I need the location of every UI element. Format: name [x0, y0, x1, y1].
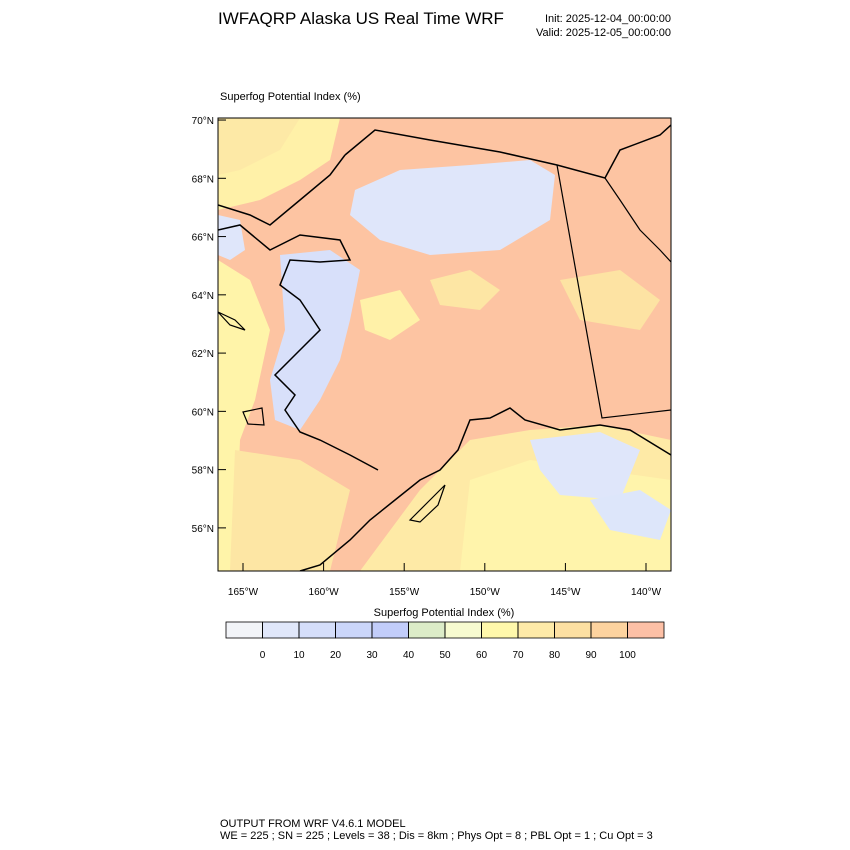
lat-tick-label: 66°N: [192, 233, 214, 244]
map-field: [218, 118, 671, 571]
lon-tick-label: 165°W: [228, 587, 259, 598]
colorbar-label: 50: [439, 650, 451, 661]
footer-line: WE = 225 ; SN = 225 ; Levels = 38 ; Dis …: [220, 830, 653, 842]
colorbar-box: [335, 621, 373, 639]
lat-tick-label: 62°N: [192, 349, 214, 360]
colorbar-label: 20: [330, 650, 342, 661]
colorbar-box: [627, 621, 665, 639]
lat-tick-label: 70°N: [192, 116, 214, 127]
colorbar-title: Superfog Potential Index (%): [374, 607, 515, 619]
colorbar-box: [262, 621, 300, 639]
colorbar-box: [225, 621, 263, 639]
map-label: Superfog Potential Index (%): [220, 91, 361, 103]
colorbar-label: 60: [476, 650, 488, 661]
map-frame: [217, 117, 672, 572]
lon-tick-label: 155°W: [389, 587, 420, 598]
footer-line: OUTPUT FROM WRF V4.6.1 MODEL: [220, 818, 406, 830]
lat-tick-label: 58°N: [192, 466, 214, 477]
init-time: Init: 2025-12-04_00:00:00: [545, 13, 671, 25]
colorbar-label: 80: [549, 650, 561, 661]
colorbar-label: 90: [585, 650, 597, 661]
lon-tick-label: 145°W: [550, 587, 581, 598]
colorbar-box: [517, 621, 555, 639]
colorbar-box: [590, 621, 628, 639]
colorbar-label: 70: [512, 650, 524, 661]
colorbar-box: [554, 621, 592, 639]
colorbar-box: [481, 621, 519, 639]
colorbar-label: 40: [403, 650, 415, 661]
colorbar-label: 100: [619, 650, 636, 661]
lat-tick-label: 64°N: [192, 291, 214, 302]
lon-tick-label: 140°W: [631, 587, 662, 598]
lon-tick-label: 160°W: [309, 587, 340, 598]
colorbar-label: 0: [260, 650, 266, 661]
colorbar-box: [371, 621, 409, 639]
lat-tick-label: 56°N: [192, 524, 214, 535]
title: IWFAQRP Alaska US Real Time WRF: [218, 9, 504, 28]
lat-tick-label: 68°N: [192, 174, 214, 185]
colorbar-box: [298, 621, 336, 639]
colorbar-box: [408, 621, 446, 639]
colorbar-label: 30: [366, 650, 378, 661]
colorbar-box: [444, 621, 482, 639]
lat-tick-label: 60°N: [192, 407, 214, 418]
lon-tick-label: 150°W: [470, 587, 501, 598]
colorbar-label: 10: [293, 650, 305, 661]
valid-time: Valid: 2025-12-05_00:00:00: [536, 27, 671, 39]
